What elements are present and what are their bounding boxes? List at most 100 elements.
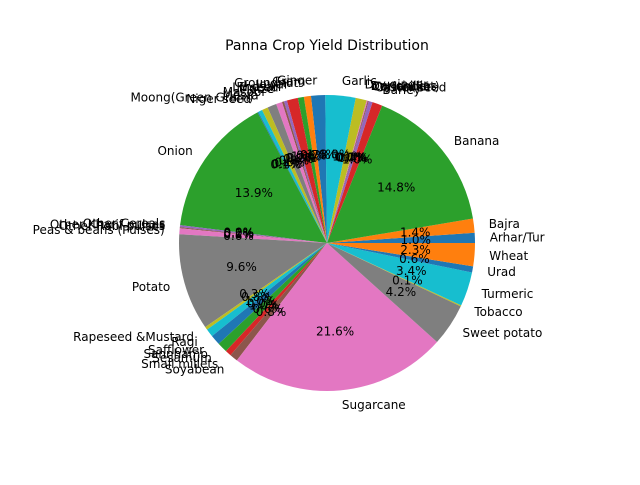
pie-label-dry-ginger: Dry ginger bbox=[365, 78, 429, 92]
pie-label-sannhamp: Sannhamp bbox=[143, 347, 207, 361]
pie-slice-groundnut bbox=[297, 96, 327, 243]
pie-slice-niger-seed bbox=[257, 111, 327, 243]
pie-slice-potato bbox=[178, 234, 327, 328]
pie-slice-small-millets bbox=[225, 243, 327, 356]
pie-slice-bajra bbox=[327, 218, 475, 243]
pie-slice-gram bbox=[303, 95, 327, 243]
pie-label-rapeseed-mustard: Rapeseed &Mustard bbox=[73, 330, 194, 344]
pie-slice-linseed bbox=[281, 101, 327, 243]
chart-title: Panna Crop Yield Distribution bbox=[225, 38, 429, 54]
pie-percent-khesari: 0.3% bbox=[287, 151, 318, 165]
pie-percent-groundnut: 0.6% bbox=[296, 149, 327, 163]
pie-slice-turmeric bbox=[327, 243, 473, 306]
pie-label-other-kharif-pulses: Other Kharif pulses bbox=[50, 218, 165, 232]
pie-label-other-rabi-pulses: Other Rabi pulses bbox=[59, 219, 166, 233]
pie-slice-garlic bbox=[325, 95, 356, 243]
pie-label-sugarcane: Sugarcane bbox=[342, 398, 406, 412]
pie-label-sesamum: Sesamum bbox=[152, 351, 212, 365]
pie-slice-ragi bbox=[207, 243, 327, 337]
pie-slice-khesari bbox=[283, 100, 327, 243]
pie-percent-rapeseed-mustard: 0.3% bbox=[239, 287, 270, 301]
pie-slice-mesta bbox=[262, 107, 327, 243]
pie-label-small-millets: Small millets bbox=[141, 357, 218, 371]
pie-slice-tobacco bbox=[327, 243, 462, 307]
pie-slice-urad bbox=[327, 243, 474, 273]
pie-label-soyabean: Soyabean bbox=[165, 362, 224, 376]
pie-label-dry-chillies: Dry chillies bbox=[371, 79, 437, 93]
pie-percent-ginger: 1.4% bbox=[306, 147, 337, 161]
pie-label-mesta: Mesta bbox=[223, 88, 259, 102]
pie-percent-soyabean: 0.8% bbox=[256, 305, 287, 319]
pie-slice-jowar bbox=[286, 97, 327, 243]
pie-percent-arhar-tur: 1.0% bbox=[400, 233, 431, 247]
pie-label-groundnut: Groundnut bbox=[234, 76, 298, 90]
pie-slice-other-rabi-pulses bbox=[179, 227, 327, 243]
pie-slice-masoor bbox=[267, 104, 327, 243]
pie-label-onion: Onion bbox=[157, 144, 192, 158]
pie-slice-sweet-potato bbox=[327, 243, 461, 342]
pie-label-maize: Maize bbox=[239, 82, 274, 96]
pie-percent-castor-seed: 0.4% bbox=[338, 151, 369, 165]
pie-percent-coriander: 0.1% bbox=[336, 151, 367, 165]
pie-slice-other-kharif-pulses bbox=[179, 225, 327, 243]
pie-percent-tobacco: 0.1% bbox=[392, 274, 423, 288]
pie-slice-soyabean bbox=[230, 243, 327, 361]
pie-percent-cotton-lint: 0.1% bbox=[336, 151, 367, 165]
pie-percent-safflower: 1.0% bbox=[245, 294, 276, 308]
pie-slice-safflower bbox=[211, 243, 327, 344]
pie-label-ginger: Ginger bbox=[277, 74, 317, 88]
pie-label-turmeric: Turmeric bbox=[481, 287, 534, 301]
pie-slice-rapeseed-mustard bbox=[205, 243, 327, 330]
pie-slice-sugarcane bbox=[236, 243, 438, 391]
pie-label-arhar-tur: Arhar/Tur bbox=[490, 230, 545, 244]
pie-slice-sesamum bbox=[218, 243, 327, 352]
pie-percent-niger-seed: 0.1% bbox=[270, 158, 301, 172]
pie-percent-maize: 0.6% bbox=[283, 152, 314, 166]
pie-slice-arhar-tur bbox=[327, 232, 475, 243]
pie-slice-cotton-lint bbox=[327, 100, 368, 244]
pie-percent-turmeric: 3.4% bbox=[396, 264, 427, 278]
pie-percent-barley: 1.0% bbox=[342, 153, 373, 167]
pie-label-linseed: Linseed bbox=[232, 81, 278, 95]
pie-percent-other-cereals: 0.0% bbox=[224, 225, 255, 239]
pie-percent-sweet-potato: 4.2% bbox=[386, 285, 417, 299]
pie-percent-dry-chillies: 0.0% bbox=[336, 150, 367, 164]
pie-percentages: 1.0%1.4%14.8%1.0%0.4%0.1%0.1%0.0%1.1%3.0… bbox=[223, 147, 431, 338]
pie-percent-masoor: 0.9% bbox=[279, 154, 310, 168]
pie-slices bbox=[178, 95, 475, 391]
pie-slice-banana bbox=[327, 105, 473, 244]
pie-slice-onion bbox=[180, 112, 327, 243]
pie-label-ragi: Ragi bbox=[171, 335, 197, 349]
pie-percent-urad: 0.6% bbox=[399, 252, 430, 266]
pie-slice-coriander bbox=[327, 100, 369, 244]
pie-slice-maize bbox=[276, 102, 327, 244]
pie-percent-sannhamp: 0.0% bbox=[247, 297, 278, 311]
pie-slice-moong-green-gram bbox=[258, 110, 327, 243]
pie-label-moong-green-gram: Moong(Green Gram) bbox=[130, 91, 253, 105]
pie-label-gram: Gram bbox=[272, 75, 305, 89]
pie-label-khesari: Khesari bbox=[236, 80, 281, 94]
pie-percent-gram: 0.7% bbox=[300, 148, 331, 162]
pie-label-castor-seed: Castor seed bbox=[375, 80, 446, 94]
pie-percent-sugarcane: 21.6% bbox=[316, 324, 354, 338]
pie-slice-ginger bbox=[310, 95, 327, 243]
pie-slice-castor-seed bbox=[327, 100, 373, 243]
pie-slice-wheat bbox=[327, 243, 475, 267]
pie-percent-bajra: 1.4% bbox=[400, 226, 431, 240]
pie-percent-wheat: 2.3% bbox=[400, 243, 431, 257]
pie-percent-banana: 14.8% bbox=[377, 180, 415, 194]
pie-label-potato: Potato bbox=[132, 280, 170, 294]
pie-percent-linseed: 0.2% bbox=[285, 151, 316, 165]
pie-percent-small-millets: 0.6% bbox=[252, 302, 283, 316]
pie-label-niger-seed: Niger seed bbox=[186, 92, 251, 106]
pie-percent-ragi: 0.8% bbox=[241, 290, 272, 304]
pie-percent-peas-beans-pulses: 0.6% bbox=[223, 229, 254, 243]
pie-label-urad: Urad bbox=[487, 265, 516, 279]
pie-slice-peas-beans-pulses bbox=[179, 228, 327, 243]
pie-label-other-cereals: Other Cereals bbox=[83, 216, 166, 230]
pie-percent-other-kharif-pulses: 0.2% bbox=[224, 226, 255, 240]
pie-percent-other-rabi-pulses: 0.1% bbox=[223, 227, 254, 241]
